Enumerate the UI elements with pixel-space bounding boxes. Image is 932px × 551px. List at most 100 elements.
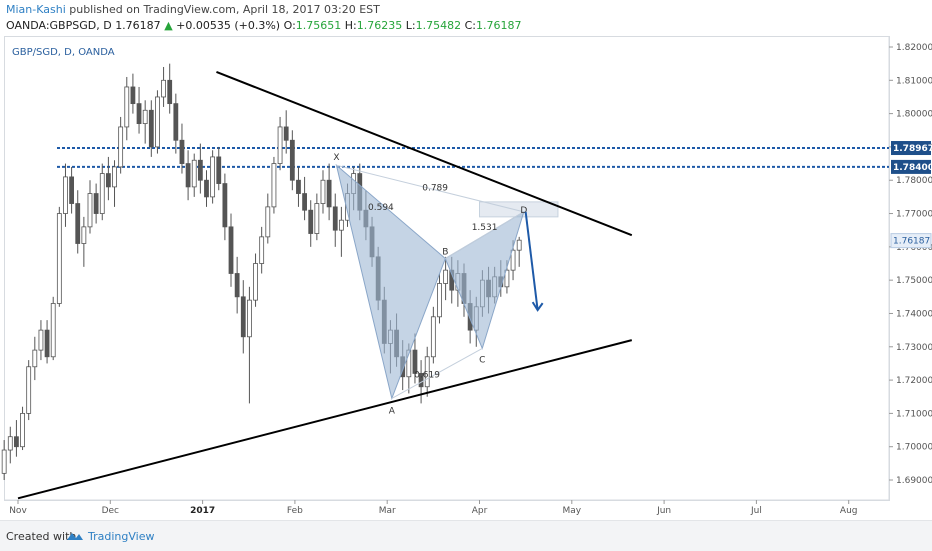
created-with-text: Created with: [6, 530, 77, 543]
forecast-arrow-head-icon: [531, 301, 544, 312]
candle-body: [204, 179, 209, 198]
candle-body: [130, 86, 136, 105]
candle-body: [50, 303, 56, 358]
price-change: +0.00535 (+0.3%): [176, 19, 281, 32]
pattern-point-label: D: [520, 206, 527, 216]
level-price-label: 1.78400: [893, 163, 932, 173]
price-tick-label: 1.74000: [896, 309, 932, 319]
candle-body: [412, 349, 418, 374]
candle-body: [142, 109, 148, 125]
price-tick-label: 1.78000: [896, 176, 932, 186]
chart-title: GBP/SGD, D, OANDA: [12, 47, 115, 58]
up-triangle-icon: ▲: [164, 19, 173, 32]
low-label: L:: [405, 19, 416, 32]
candle-body: [326, 179, 332, 208]
candle-body: [26, 366, 32, 414]
candle-body: [253, 263, 258, 301]
candle-body: [259, 236, 265, 264]
candle-body: [277, 126, 283, 164]
fib-ratio-label: 0.789: [422, 184, 448, 194]
pattern-ac-line: [391, 348, 483, 399]
time-tick-label: Aug: [840, 506, 858, 516]
price-tick-label: 1.77000: [896, 210, 932, 220]
candle-body: [222, 183, 228, 228]
level-price-badge: [891, 141, 931, 156]
candle-body: [197, 159, 203, 181]
time-tick-label: May: [562, 506, 581, 516]
price-tick-label: 1.80000: [896, 110, 932, 120]
author-link[interactable]: Mian-Kashi: [6, 3, 66, 16]
candle-body: [118, 126, 124, 168]
time-tick-label: Jul: [750, 506, 762, 516]
time-tick-label: Jun: [656, 506, 671, 516]
close-label: C:: [464, 19, 476, 32]
trendline: [216, 71, 633, 237]
candle-body: [443, 269, 449, 284]
candle-body: [173, 103, 179, 141]
pattern-point-label: X: [333, 153, 339, 163]
candle-body: [44, 329, 50, 358]
pattern-point-label: A: [389, 406, 396, 416]
candle-body: [191, 159, 197, 188]
candle-body: [179, 139, 185, 164]
candle-body: [418, 373, 424, 388]
price-tick-label: 1.71000: [896, 409, 932, 419]
candle-body: [504, 269, 510, 288]
candle-body: [1, 449, 7, 474]
candle-body: [148, 109, 154, 148]
candle-body: [320, 179, 326, 204]
chart-header: Mian-Kashi published on TradingView.com,…: [0, 0, 932, 36]
candle-body: [332, 206, 338, 231]
pattern-bd-line: [445, 211, 525, 259]
price-tick-label: 1.82000: [896, 43, 932, 53]
candle-body: [136, 103, 142, 125]
time-tick-label: Nov: [9, 506, 27, 516]
candle-body: [210, 156, 216, 198]
candle-body: [271, 163, 277, 208]
publish-info: Mian-Kashi published on TradingView.com,…: [6, 3, 380, 16]
candle-body: [81, 226, 87, 244]
pattern-point-label: C: [479, 355, 485, 365]
candle-body: [124, 86, 130, 128]
trendline: [17, 339, 633, 500]
candle-body: [161, 79, 166, 98]
candle-body: [105, 173, 111, 188]
pattern-xd-line: [336, 164, 524, 213]
level-price-badge: [891, 159, 931, 174]
candle-body: [308, 209, 314, 234]
candle-body: [99, 173, 105, 214]
footer: Created with TradingView: [0, 520, 932, 551]
price-tick-label: 1.72000: [896, 376, 932, 386]
candle-body: [155, 96, 160, 148]
candle-body: [510, 249, 516, 271]
candle-body: [20, 412, 25, 448]
time-tick-label: Mar: [379, 506, 396, 516]
price-chart[interactable]: 1.820001.810001.800001.790001.780001.770…: [0, 0, 932, 520]
open-label: O:: [283, 19, 296, 32]
forecast-arrow-line: [524, 211, 539, 311]
time-tick-label: Dec: [102, 506, 119, 516]
candle-body: [338, 219, 344, 231]
price-tick-label: 1.81000: [896, 76, 932, 86]
price-tick-label: 1.70000: [896, 443, 932, 453]
tradingview-brand-link[interactable]: TradingView: [88, 530, 155, 543]
candle-body: [265, 206, 271, 238]
high-value: 1.76235: [356, 19, 403, 32]
time-tick-label: Apr: [472, 506, 488, 516]
candle-body: [87, 193, 93, 228]
current-price-badge: [890, 233, 932, 249]
candle-body: [234, 273, 240, 298]
candle-body: [14, 436, 19, 448]
candle-body: [289, 139, 295, 181]
candle-body: [112, 166, 117, 188]
level-price-label: 1.78967: [893, 144, 932, 154]
candle-body: [247, 299, 252, 338]
candle-body: [185, 163, 191, 188]
candle-body: [424, 356, 430, 388]
pattern-point-label: B: [442, 248, 448, 258]
tradingview-logo-icon: [67, 533, 83, 540]
time-tick-label: Feb: [287, 506, 303, 516]
low-value: 1.75482: [415, 19, 462, 32]
candle-body: [56, 213, 62, 304]
price-tick-label: 1.69000: [896, 476, 932, 486]
